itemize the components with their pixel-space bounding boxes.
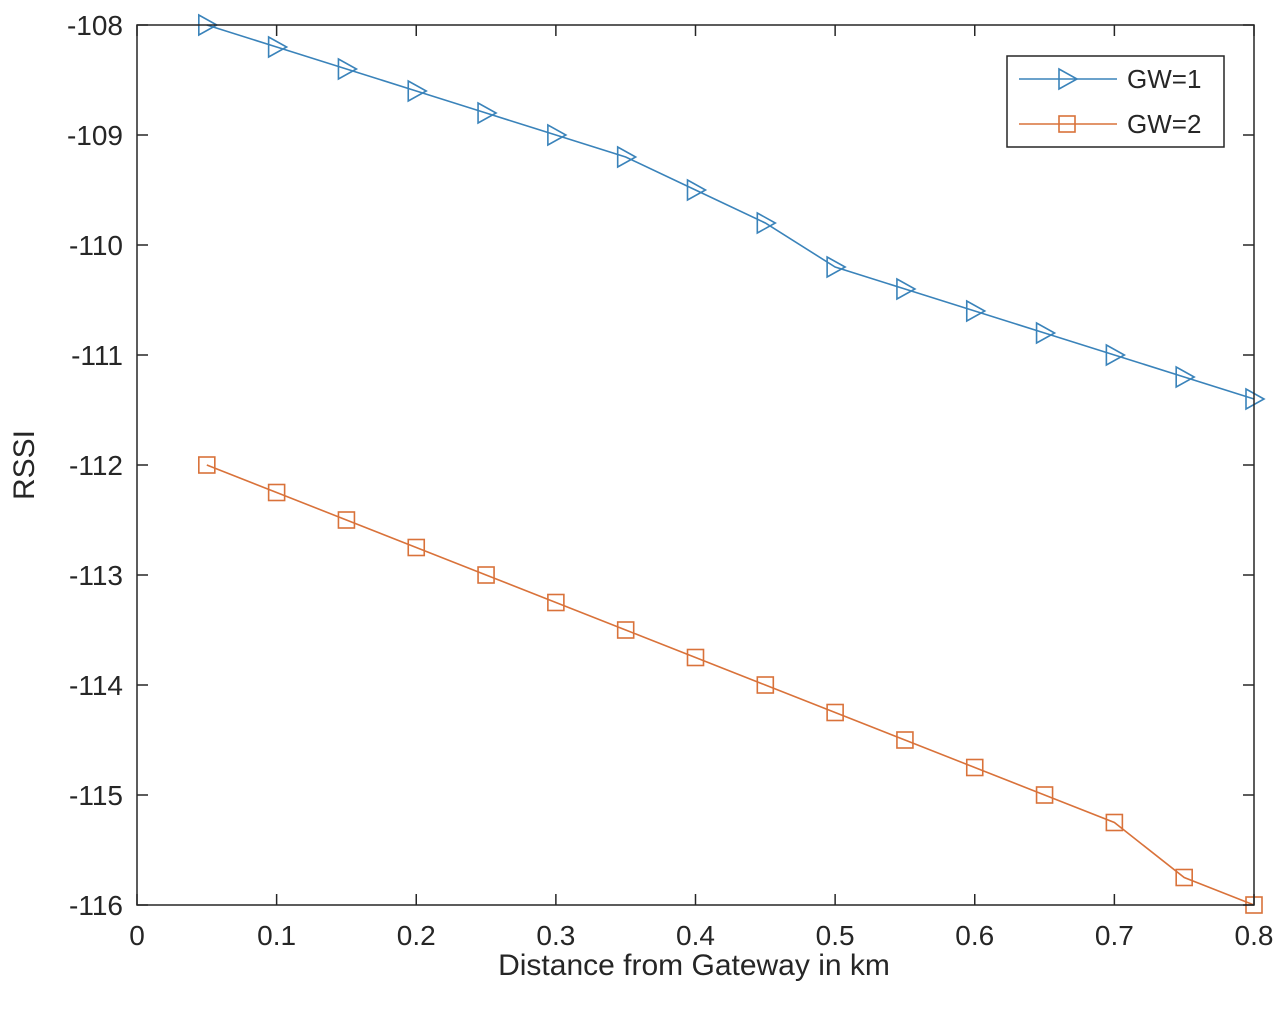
series-1-point	[407, 79, 428, 103]
series-2-point	[267, 483, 286, 502]
x-tick-label: 0.5	[816, 920, 855, 951]
series-1-point	[547, 123, 568, 147]
series-2-point	[686, 648, 705, 667]
legend-marker-2	[1058, 115, 1076, 133]
legend-label-2: GW=2	[1127, 109, 1201, 139]
x-axis-label: Distance from Gateway in km	[498, 949, 890, 982]
series-1-point	[896, 277, 917, 301]
series-2-point	[337, 511, 356, 529]
series-2	[198, 456, 1263, 914]
y-tick-label: -108	[67, 10, 123, 41]
series-2-point	[547, 593, 565, 612]
series-2-line	[206, 464, 1255, 906]
series-1-point	[477, 101, 498, 125]
series-1-point	[1175, 365, 1196, 389]
x-tick-label: 0.6	[955, 920, 994, 951]
series-2-point	[965, 758, 984, 777]
y-axis-label: RSSI	[8, 430, 41, 500]
series-2-point	[477, 566, 495, 584]
series-1-point	[756, 211, 777, 235]
y-tick-label: -115	[69, 780, 123, 811]
series-2-point	[896, 731, 914, 749]
y-tick-label: -109	[67, 120, 123, 151]
y-tick-label: -110	[69, 230, 123, 261]
series-1	[198, 13, 1266, 411]
series-1-point	[337, 57, 359, 81]
legend-label-1: GW=1	[1127, 64, 1201, 94]
x-tick-label: 0.2	[397, 920, 436, 951]
series-2-point	[616, 621, 635, 639]
series-1-point	[1035, 321, 1057, 345]
series-1-point	[965, 299, 987, 323]
series-2-point	[1175, 868, 1193, 887]
axes-layer: 0 0.1 0.2 0.3 0.4 0.5 0.6 0.7 0.8 -108 -109 -110 -11…	[67, 10, 1274, 951]
x-tick-label: 0	[129, 920, 145, 951]
series-2-point	[826, 703, 844, 722]
x-tick-label: 0.7	[1095, 920, 1134, 951]
y-tick-label: -114	[69, 670, 123, 701]
x-tick-label: 0.1	[257, 920, 296, 951]
y-tick-label: -116	[69, 890, 123, 921]
series-1-point	[267, 35, 289, 59]
x-tick-label: 0.8	[1235, 920, 1274, 951]
legend-marker-1	[1058, 67, 1079, 91]
series-layer	[198, 13, 1266, 914]
series-1-line	[206, 24, 1255, 400]
series-2-point	[1035, 786, 1054, 804]
y-tick-label: -113	[69, 560, 123, 591]
legend: GW=1 GW=2	[1006, 55, 1225, 148]
series-1-point	[1105, 343, 1127, 367]
legend-box	[1006, 55, 1225, 148]
series-2-point	[407, 538, 426, 557]
plot-area-frame	[136, 24, 1255, 906]
series-2-point	[756, 676, 775, 694]
series-2-point	[198, 456, 216, 474]
series-1-point	[616, 145, 638, 169]
series-1-point	[826, 255, 847, 279]
x-tick-label: 0.3	[536, 920, 575, 951]
series-2-point	[1105, 813, 1124, 832]
series-1-point	[1245, 387, 1266, 411]
y-tick-label: -112	[69, 450, 123, 481]
x-tick-label: 0.4	[676, 920, 715, 951]
series-1-point	[686, 178, 708, 202]
y-tick-label: -111	[71, 340, 123, 371]
